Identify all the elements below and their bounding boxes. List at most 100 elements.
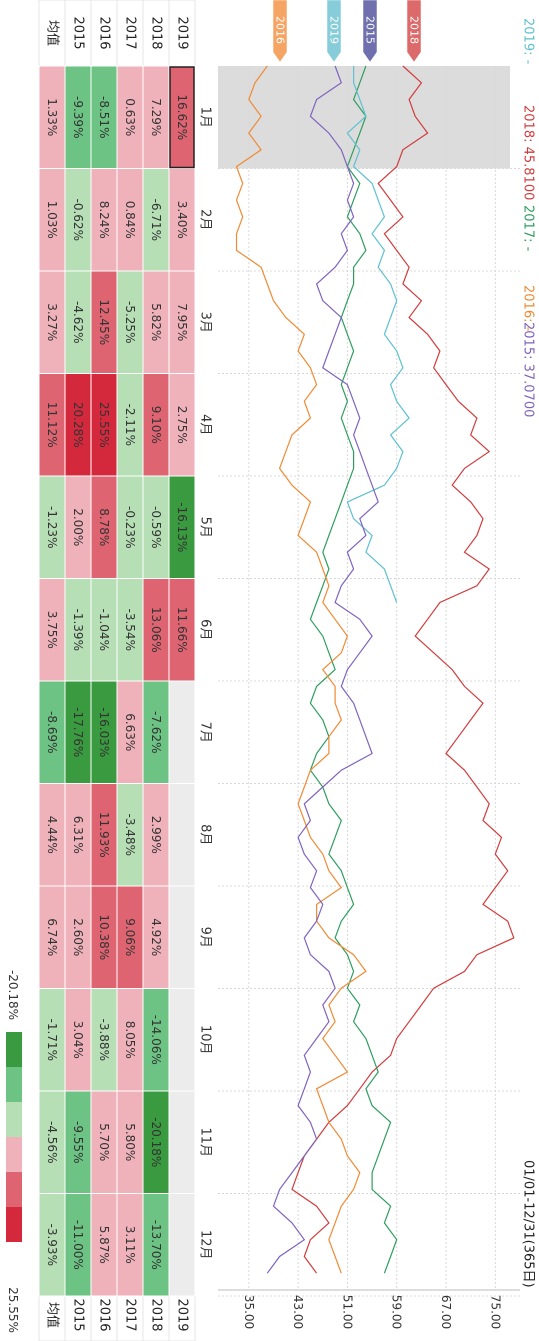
avg-header-label: 均值 — [45, 20, 61, 46]
year-footer-label: 2018 — [149, 1298, 164, 1331]
heatmap-cell — [168, 885, 196, 989]
year-footer-label: 2015 — [71, 1298, 86, 1331]
heatmap-cell — [38, 168, 66, 272]
cell-value: -14.06% — [149, 1015, 163, 1065]
cell-value: 5.70% — [97, 1123, 111, 1161]
heatmap-cell — [142, 270, 170, 374]
cell-value: 2.00% — [71, 508, 85, 546]
monthly-return-table: 均值 2015 2016 2017 2018 2019 均值 2015 2016 2017 2018… — [38, 0, 213, 1341]
cell-value: 11.66% — [175, 607, 189, 653]
cell-value: -5.25% — [123, 301, 137, 343]
heatmap-cell — [168, 168, 196, 272]
year-footer-label: 2019 — [175, 1298, 190, 1331]
heatmap-cell — [168, 988, 196, 1092]
heatmap-cell — [116, 168, 144, 272]
cell-value: 7.29% — [149, 98, 163, 136]
cell-value: -11.00% — [71, 1220, 85, 1270]
cell-value: 6.31% — [71, 816, 85, 854]
year-footer-label: 2016 — [97, 1298, 112, 1331]
cell-value: 0.63% — [123, 98, 137, 136]
cell-value: 8.78% — [97, 508, 111, 546]
heatmap-cell — [38, 783, 66, 887]
heatmap-cell — [38, 373, 66, 477]
year-footer-cell — [116, 1289, 144, 1341]
price-tick-label: 51.00 — [340, 1295, 354, 1329]
series-line-2018 — [291, 65, 515, 1274]
year-header-cell — [38, 0, 66, 67]
cell-value: -17.76% — [71, 707, 85, 757]
month-label: 10月 — [198, 1025, 213, 1055]
year-header-cell — [168, 0, 196, 67]
heatmap-cell — [38, 475, 66, 579]
cell-value: 13.06% — [149, 607, 163, 653]
heatmap-cell — [168, 680, 196, 784]
cell-value: 8.24% — [97, 201, 111, 239]
cell-value: 5.80% — [123, 1123, 137, 1161]
series-flag-2019 — [326, 0, 342, 63]
cell-value: 16.62% — [175, 94, 189, 140]
cell-value: 6.63% — [123, 713, 137, 751]
cell-value: 3.04% — [71, 1021, 85, 1059]
cell-value: -0.62% — [71, 199, 85, 241]
year-header-label: 2018 — [149, 16, 164, 49]
cell-value: 25.55% — [97, 402, 111, 448]
heatmap-cell — [116, 988, 144, 1092]
color-scale-swatch — [6, 1102, 22, 1137]
cell-value: -16.03% — [97, 707, 111, 757]
heatmap-cell — [168, 1193, 196, 1297]
cell-value: 7.95% — [175, 303, 189, 341]
year-footer-cell — [142, 1289, 170, 1341]
heatmap-cell — [142, 885, 170, 989]
cell-value: 10.38% — [97, 914, 111, 960]
cell-value: -13.70% — [149, 1220, 163, 1270]
cell-value: -4.56% — [45, 1121, 59, 1163]
cell-value: -0.59% — [149, 506, 163, 548]
price-line-chart: 35.00 43.00 51.00 59.00 67.00 75.00 2016 2019 20… — [218, 0, 536, 1329]
color-scale-legend: -20.18% 25.55% — [6, 970, 22, 1333]
heatmap-cell — [168, 578, 196, 682]
cell-value: -8.51% — [97, 96, 111, 138]
cell-value: 2.75% — [175, 406, 189, 444]
year-footer-cell — [38, 1289, 66, 1341]
heatmap-cell — [38, 1090, 66, 1194]
cell-value: -6.71% — [149, 199, 163, 241]
date-range-label: 01/01-12/31(365日) — [521, 1160, 536, 1288]
heatmap-cell — [168, 373, 196, 477]
cell-value: 6.74% — [45, 918, 59, 956]
color-scale-swatch — [6, 1172, 22, 1207]
color-scale-swatch — [6, 1032, 22, 1067]
cell-value: 3.75% — [45, 611, 59, 649]
cell-value: 8.05% — [123, 1021, 137, 1059]
heatmap-cell — [64, 1193, 92, 1297]
heatmap-cell — [116, 1193, 144, 1297]
cell-value: 0.84% — [123, 201, 137, 239]
heatmap-cell — [38, 885, 66, 989]
series-flag-2015 — [362, 0, 378, 63]
legend-min-label: -20.18% — [6, 970, 20, 1020]
cell-value: -3.93% — [45, 1224, 59, 1266]
heatmap-cell — [38, 270, 66, 374]
cell-value: -1.39% — [71, 609, 85, 651]
cell-value: -3.48% — [123, 814, 137, 856]
cell-value: -1.71% — [45, 1019, 59, 1061]
cell-value: -3.88% — [97, 1019, 111, 1061]
heatmap-cell — [38, 1193, 66, 1297]
cell-value: 1.03% — [45, 201, 59, 239]
cell-value: -1.23% — [45, 506, 59, 548]
cell-value: -7.62% — [149, 711, 163, 753]
heatmap-cell — [90, 373, 118, 477]
cell-value: 4.44% — [45, 816, 59, 854]
price-tick-label: 35.00 — [242, 1295, 256, 1329]
heatmap-cell — [142, 1193, 170, 1297]
heatmap-cell — [116, 65, 144, 169]
month-label: 1月 — [198, 107, 213, 128]
heatmap-cell — [90, 270, 118, 374]
month-label: 6月 — [198, 619, 213, 640]
heatmap-cell — [90, 988, 118, 1092]
heatmap-cell — [142, 680, 170, 784]
color-scale-swatch — [6, 1207, 22, 1242]
series-legend-2015: 2015: 37.0700 — [521, 322, 536, 417]
year-footer-cell — [168, 1289, 196, 1341]
series-flag-label: 2018 — [408, 16, 421, 44]
